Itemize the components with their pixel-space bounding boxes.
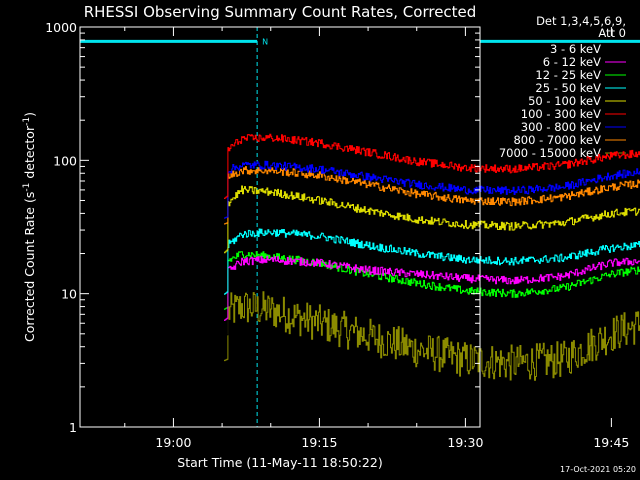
night-flag-label: N <box>262 37 268 46</box>
y-axis-ticks: 1 10 100 1000 <box>45 20 480 435</box>
legend-label: 7000 - 15000 keV <box>499 146 601 160</box>
y-tick-label: 10 <box>61 287 77 302</box>
legend-label: 800 - 7000 keV <box>513 133 601 147</box>
y-label-text: detector <box>22 125 37 183</box>
legend-label: 300 - 800 keV <box>521 120 601 134</box>
data-series <box>224 133 640 381</box>
x-tick-label: 19:15 <box>301 435 337 450</box>
series-line <box>224 185 640 254</box>
legend-label: 6 - 12 keV <box>543 55 601 69</box>
legend-label: 100 - 300 keV <box>521 107 601 121</box>
legend-label: 50 - 100 keV <box>528 94 601 108</box>
y-tick-label: 1000 <box>45 20 77 35</box>
night-flags: N <box>80 37 640 46</box>
x-tick-label: 19:00 <box>155 435 191 450</box>
legend-header: Det 1,3,4,5,6,9,Att 0 <box>536 14 626 40</box>
series-line <box>224 251 640 310</box>
chart-title: RHESSI Observing Summary Count Rates, Co… <box>84 3 477 21</box>
series-line <box>224 255 640 321</box>
y-label-superscript: -1 <box>22 117 32 126</box>
series-line <box>224 166 640 225</box>
legend-label: 12 - 25 keV <box>535 68 601 82</box>
x-tick-label: 19:30 <box>447 435 483 450</box>
x-axis-label: Start Time (11-May-11 18:50:22) <box>177 455 382 470</box>
series-line <box>224 160 640 219</box>
legend-label: 25 - 50 keV <box>535 81 601 95</box>
y-label-text: ) <box>22 112 37 117</box>
y-label-superscript: -1 <box>22 183 32 192</box>
legend-label: 3 - 6 keV <box>550 42 601 56</box>
plot-frame <box>79 26 481 428</box>
legend-header-line: Att 0 <box>598 26 626 40</box>
x-tick-label: 19:45 <box>593 435 629 450</box>
y-axis-label: Corrected Count Rate (s-1 detector-1) <box>22 112 37 342</box>
series-line <box>224 228 640 295</box>
series-line <box>224 291 640 381</box>
y-tick-label: 100 <box>53 153 77 168</box>
legend-header-line: Det 1,3,4,5,6,9, <box>536 14 626 28</box>
y-label-text: Corrected Count Rate (s <box>22 192 37 342</box>
timestamp: 17-Oct-2021 05:20 <box>560 465 636 474</box>
series-line <box>224 270 640 338</box>
series-line <box>224 133 640 199</box>
y-tick-label: 1 <box>69 420 77 435</box>
